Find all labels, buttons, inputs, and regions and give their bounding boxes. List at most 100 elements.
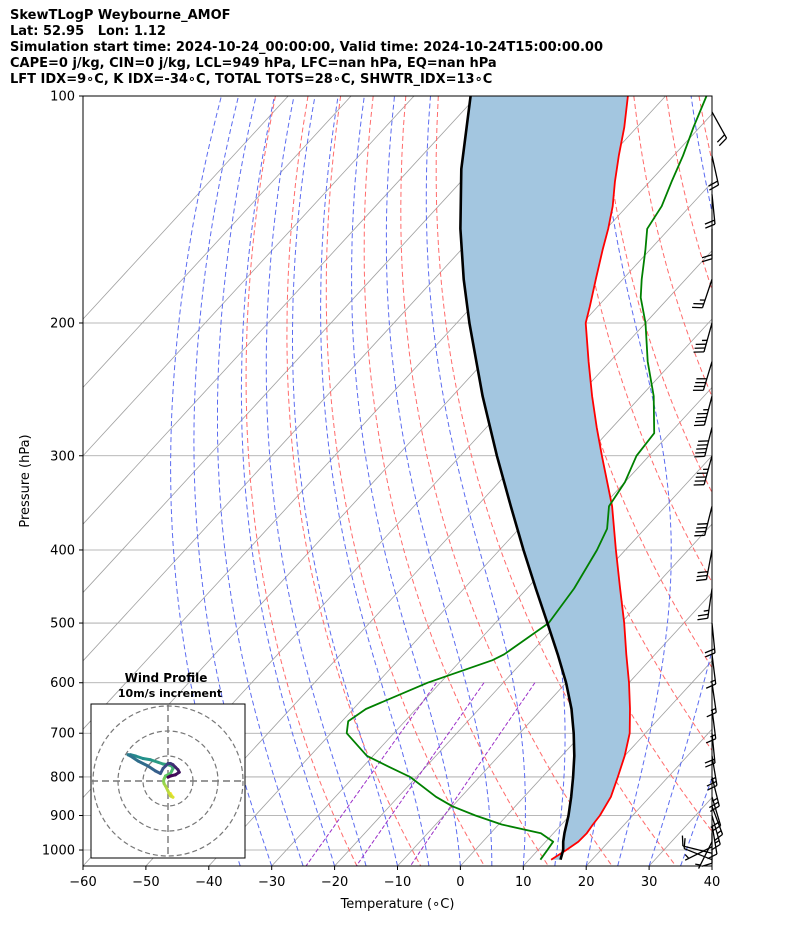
moist-adiabat-line (217, 96, 304, 866)
dry-adiabat-line (325, 96, 485, 866)
y-tick-label: 1000 (42, 844, 75, 859)
y-tick-label: 400 (50, 543, 75, 558)
y-tick-label: 900 (50, 809, 75, 824)
wind-barb (701, 228, 713, 263)
dry-adiabat-line (732, 96, 794, 866)
moist-adiabat-line (711, 864, 712, 866)
moist-adiabat-line (648, 96, 712, 866)
isotherm-line (334, 455, 712, 866)
wind-barb (711, 806, 724, 842)
mixing-ratio-line (355, 682, 485, 866)
dry-adiabat-line (245, 96, 358, 866)
moist-adiabat-line (425, 96, 526, 866)
chart-title: SkewTLogP Weybourne_AMOF Lat: 52.95 Lon:… (10, 8, 603, 88)
isotherm-line (397, 523, 712, 866)
wind-barb (707, 824, 718, 860)
parcel-line (459, 96, 576, 861)
wind-barb (693, 395, 713, 427)
y-tick-label: 600 (50, 676, 75, 691)
x-tick-label: −10 (384, 875, 411, 890)
y-tick-label: 800 (50, 770, 75, 785)
dry-adiabat-line (764, 96, 794, 866)
wind-barb (696, 549, 713, 582)
title-line-2: Lat: 52.95 Lon: 1.12 (10, 24, 166, 39)
moist-adiabat-line (193, 96, 273, 866)
wind-barb (711, 815, 721, 851)
wind-barb (697, 588, 713, 621)
x-tick-label: −50 (132, 875, 159, 890)
moist-adiabat-line (385, 96, 493, 866)
dry-adiabat-line (600, 96, 712, 494)
wind-barbs (681, 111, 728, 869)
isotherm-line (83, 96, 352, 389)
wind-barb (704, 733, 716, 768)
hodograph-title: Wind Profile (125, 671, 208, 685)
cape-shading (460, 96, 630, 860)
y-tick-label: 500 (50, 617, 75, 632)
wind-barb (701, 833, 713, 867)
moist-adiabat-line (292, 96, 398, 866)
dry-adiabat-line (286, 96, 422, 866)
moist-adiabat-line (680, 776, 712, 866)
hodograph-inset: Wind Profile 10m/s increment (90, 671, 246, 859)
wind-barb (710, 796, 722, 832)
wind-barb (706, 682, 717, 718)
wind-barb (704, 194, 716, 229)
x-tick-label: 10 (515, 875, 532, 890)
y-axis-label: Pressure (hPa) (18, 434, 33, 527)
isotherm-line (83, 96, 541, 594)
wind-barb (695, 841, 713, 869)
wind-barb (706, 755, 718, 791)
moist-adiabat-line (265, 96, 367, 866)
profile-lines (345, 96, 708, 861)
wind-barb (694, 427, 713, 458)
x-axis-label: Temperature (∘C) (340, 897, 455, 912)
mixing-ratio-line (409, 682, 536, 866)
wind-barb (704, 622, 716, 658)
hodograph-segment (136, 759, 150, 768)
x-tick-label: −30 (258, 875, 285, 890)
y-tick-label: 300 (50, 449, 75, 464)
wind-barb (684, 846, 713, 861)
mixing-ratio-line (305, 682, 437, 866)
title-line-4: CAPE=0 j/kg, CIN=0 j/kg, LCL=949 hPa, LF… (10, 56, 497, 71)
dry-adiabat-line (435, 96, 677, 866)
y-tick-label: 700 (50, 727, 75, 742)
wind-barb (708, 155, 720, 191)
y-tick-label: 100 (50, 90, 75, 105)
hodograph-segment (129, 754, 140, 763)
x-tick-label: 0 (456, 875, 464, 890)
y-tick-label: 200 (50, 316, 75, 331)
isotherm-line (711, 865, 712, 866)
isotherm-line (83, 96, 415, 457)
x-tick-label: 40 (704, 875, 721, 890)
isotherm-line (585, 728, 712, 866)
x-tick-label: 20 (578, 875, 595, 890)
x-tick-label: 30 (641, 875, 658, 890)
wind-barb (693, 322, 713, 353)
wind-barb (705, 654, 717, 689)
isotherm-line (83, 96, 478, 525)
title-line-3: Simulation start time: 2024-10-24_00:00:… (10, 40, 603, 55)
wind-barb (694, 506, 713, 537)
temperature-line (550, 96, 631, 861)
wind-barb (711, 111, 728, 147)
wind-barb (693, 455, 713, 486)
x-tick-label: −20 (321, 875, 348, 890)
moist-adiabat-line (320, 96, 430, 866)
x-tick-label: −60 (69, 875, 96, 890)
isotherm-line (648, 797, 712, 866)
x-tick-label: −40 (195, 875, 222, 890)
hodograph-segment (166, 774, 172, 779)
title-line-1: SkewTLogP Weybourne_AMOF (10, 8, 231, 23)
title-line-5: LFT IDX=9∘C, K IDX=-34∘C, TOTAL TOTS=28∘… (10, 72, 493, 87)
hodograph-subtitle: 10m/s increment (118, 687, 222, 700)
isotherm-line (145, 250, 712, 866)
dry-adiabat-line (400, 96, 613, 866)
isotherm-line (523, 660, 712, 866)
moist-adiabat-line (240, 96, 336, 866)
moist-adiabat-line (351, 96, 461, 866)
wind-barb (692, 361, 713, 391)
